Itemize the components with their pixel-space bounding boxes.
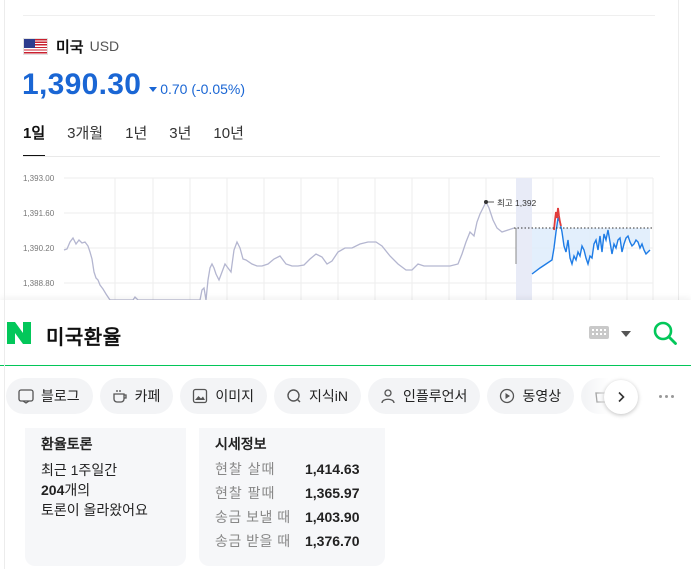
debate-count-suffix: 개의 (64, 482, 91, 498)
tab-kin[interactable]: 지식iN (274, 378, 362, 414)
period-tabs: 1일 3개월 1년 3년 10년 (23, 122, 266, 157)
tab-10-years[interactable]: 10년 (213, 125, 244, 142)
tab-image[interactable]: 이미지 (180, 378, 268, 414)
debate-line-2: 204개의 (41, 480, 148, 500)
debate-count: 204 (41, 482, 65, 498)
spike-rate-line (553, 207, 562, 231)
high-point-label: 최고 1,392 (497, 198, 537, 208)
tab-video[interactable]: 동영상 (487, 378, 575, 414)
exchange-rate-chart[interactable]: 1,393.00 1,391.60 1,390.20 1,388.80 최고 1… (0, 160, 691, 300)
tab-kin-label: 지식iN (309, 388, 349, 404)
price-label: 현찰 팔때 (215, 485, 276, 501)
price-value: 1,403.90 (305, 509, 360, 525)
price-row: 현찰 살때 1,414.63 (215, 459, 360, 479)
current-rate-line (531, 215, 651, 275)
price-label: 송금 받을 때 (215, 533, 291, 549)
y-tick-label: 1,393.00 (23, 174, 55, 183)
tab-3-months[interactable]: 3개월 (67, 125, 104, 142)
naver-logo-icon[interactable] (7, 322, 31, 344)
keyboard-icon[interactable] (589, 326, 609, 339)
play-icon (500, 388, 515, 404)
us-flag-icon (23, 37, 48, 55)
search-category-tabs: 블로그 카페 이미지 지식iN 인플루언서 동영상 (0, 366, 691, 428)
price-row: 송금 보낼 때 1,403.90 (215, 507, 360, 527)
blog-icon (18, 389, 34, 404)
price-row: 송금 받을 때 1,376.70 (215, 531, 360, 551)
market-title: 시세정보 (215, 436, 267, 452)
price-value: 1,376.70 (305, 533, 360, 549)
top-divider (23, 15, 655, 16)
price-label: 송금 보낼 때 (215, 509, 291, 525)
tab-3-years[interactable]: 3년 (169, 125, 192, 142)
price-label: 현찰 살때 (215, 461, 276, 477)
y-tick-label: 1,390.20 (23, 244, 55, 253)
search-query[interactable]: 미국환율 (46, 327, 122, 349)
search-header: 미국환율 (0, 300, 691, 366)
tabs-divider (23, 156, 660, 157)
tab-cafe-label: 카페 (134, 388, 161, 404)
card-border-left (4, 0, 5, 569)
currency-code: USD (89, 38, 120, 54)
chevron-right-icon (618, 391, 625, 403)
tab-blog-label: 블로그 (41, 388, 80, 404)
debate-title: 환율토론 (41, 436, 93, 452)
market-price-card[interactable]: 시세정보 현찰 살때 1,414.63 현찰 팔때 1,365.97 송금 보낼… (199, 428, 385, 566)
card-border-right (678, 0, 679, 569)
tab-1-year[interactable]: 1년 (125, 125, 148, 142)
currency-header: 미국 USD (23, 36, 119, 56)
past-rate-line (63, 200, 515, 300)
tab-influencer-label: 인플루언서 (403, 388, 468, 404)
more-options-icon[interactable] (659, 395, 677, 398)
price-row: 현찰 팔때 1,365.97 (215, 483, 360, 503)
tab-cafe[interactable]: 카페 (99, 378, 174, 414)
chevron-down-icon[interactable] (621, 331, 631, 337)
y-tick-label: 1,391.60 (23, 209, 55, 218)
debate-line-3: 토론이 올라왔어요 (41, 502, 148, 518)
cafe-icon (112, 390, 127, 403)
scroll-right-button[interactable] (604, 380, 638, 414)
y-tick-label: 1,388.80 (23, 279, 55, 288)
current-rate-area (532, 218, 650, 274)
rate-value: 1,390.30 (22, 68, 142, 101)
chart-grid (64, 177, 654, 300)
person-icon (381, 389, 395, 404)
chart-highlight-band (516, 178, 532, 300)
tab-video-label: 동영상 (522, 388, 562, 404)
rate-change-text: 0.70 (-0.05%) (160, 81, 246, 97)
rate-display: 1,390.30 0.70 (-0.05%) (22, 68, 245, 102)
image-icon (193, 388, 208, 404)
price-value: 1,414.63 (305, 461, 360, 477)
currency-name: 미국 (56, 38, 84, 56)
tab-image-label: 이미지 (215, 388, 255, 404)
tab-1-day[interactable]: 1일 (23, 122, 46, 157)
tab-influencer[interactable]: 인플루언서 (368, 378, 481, 414)
down-arrow-icon (149, 86, 158, 92)
debate-summary: 최근 1주일간 204개의 토론이 올라왔어요 (41, 460, 148, 520)
price-value: 1,365.97 (305, 485, 360, 501)
question-icon (287, 389, 301, 403)
debate-line-1: 최근 1주일간 (41, 462, 118, 478)
search-icon[interactable] (652, 320, 678, 346)
debate-card[interactable]: 환율토론 최근 1주일간 204개의 토론이 올라왔어요 (25, 428, 186, 566)
tab-blog[interactable]: 블로그 (6, 378, 93, 414)
rate-change: 0.70 (-0.05%) (149, 81, 245, 97)
